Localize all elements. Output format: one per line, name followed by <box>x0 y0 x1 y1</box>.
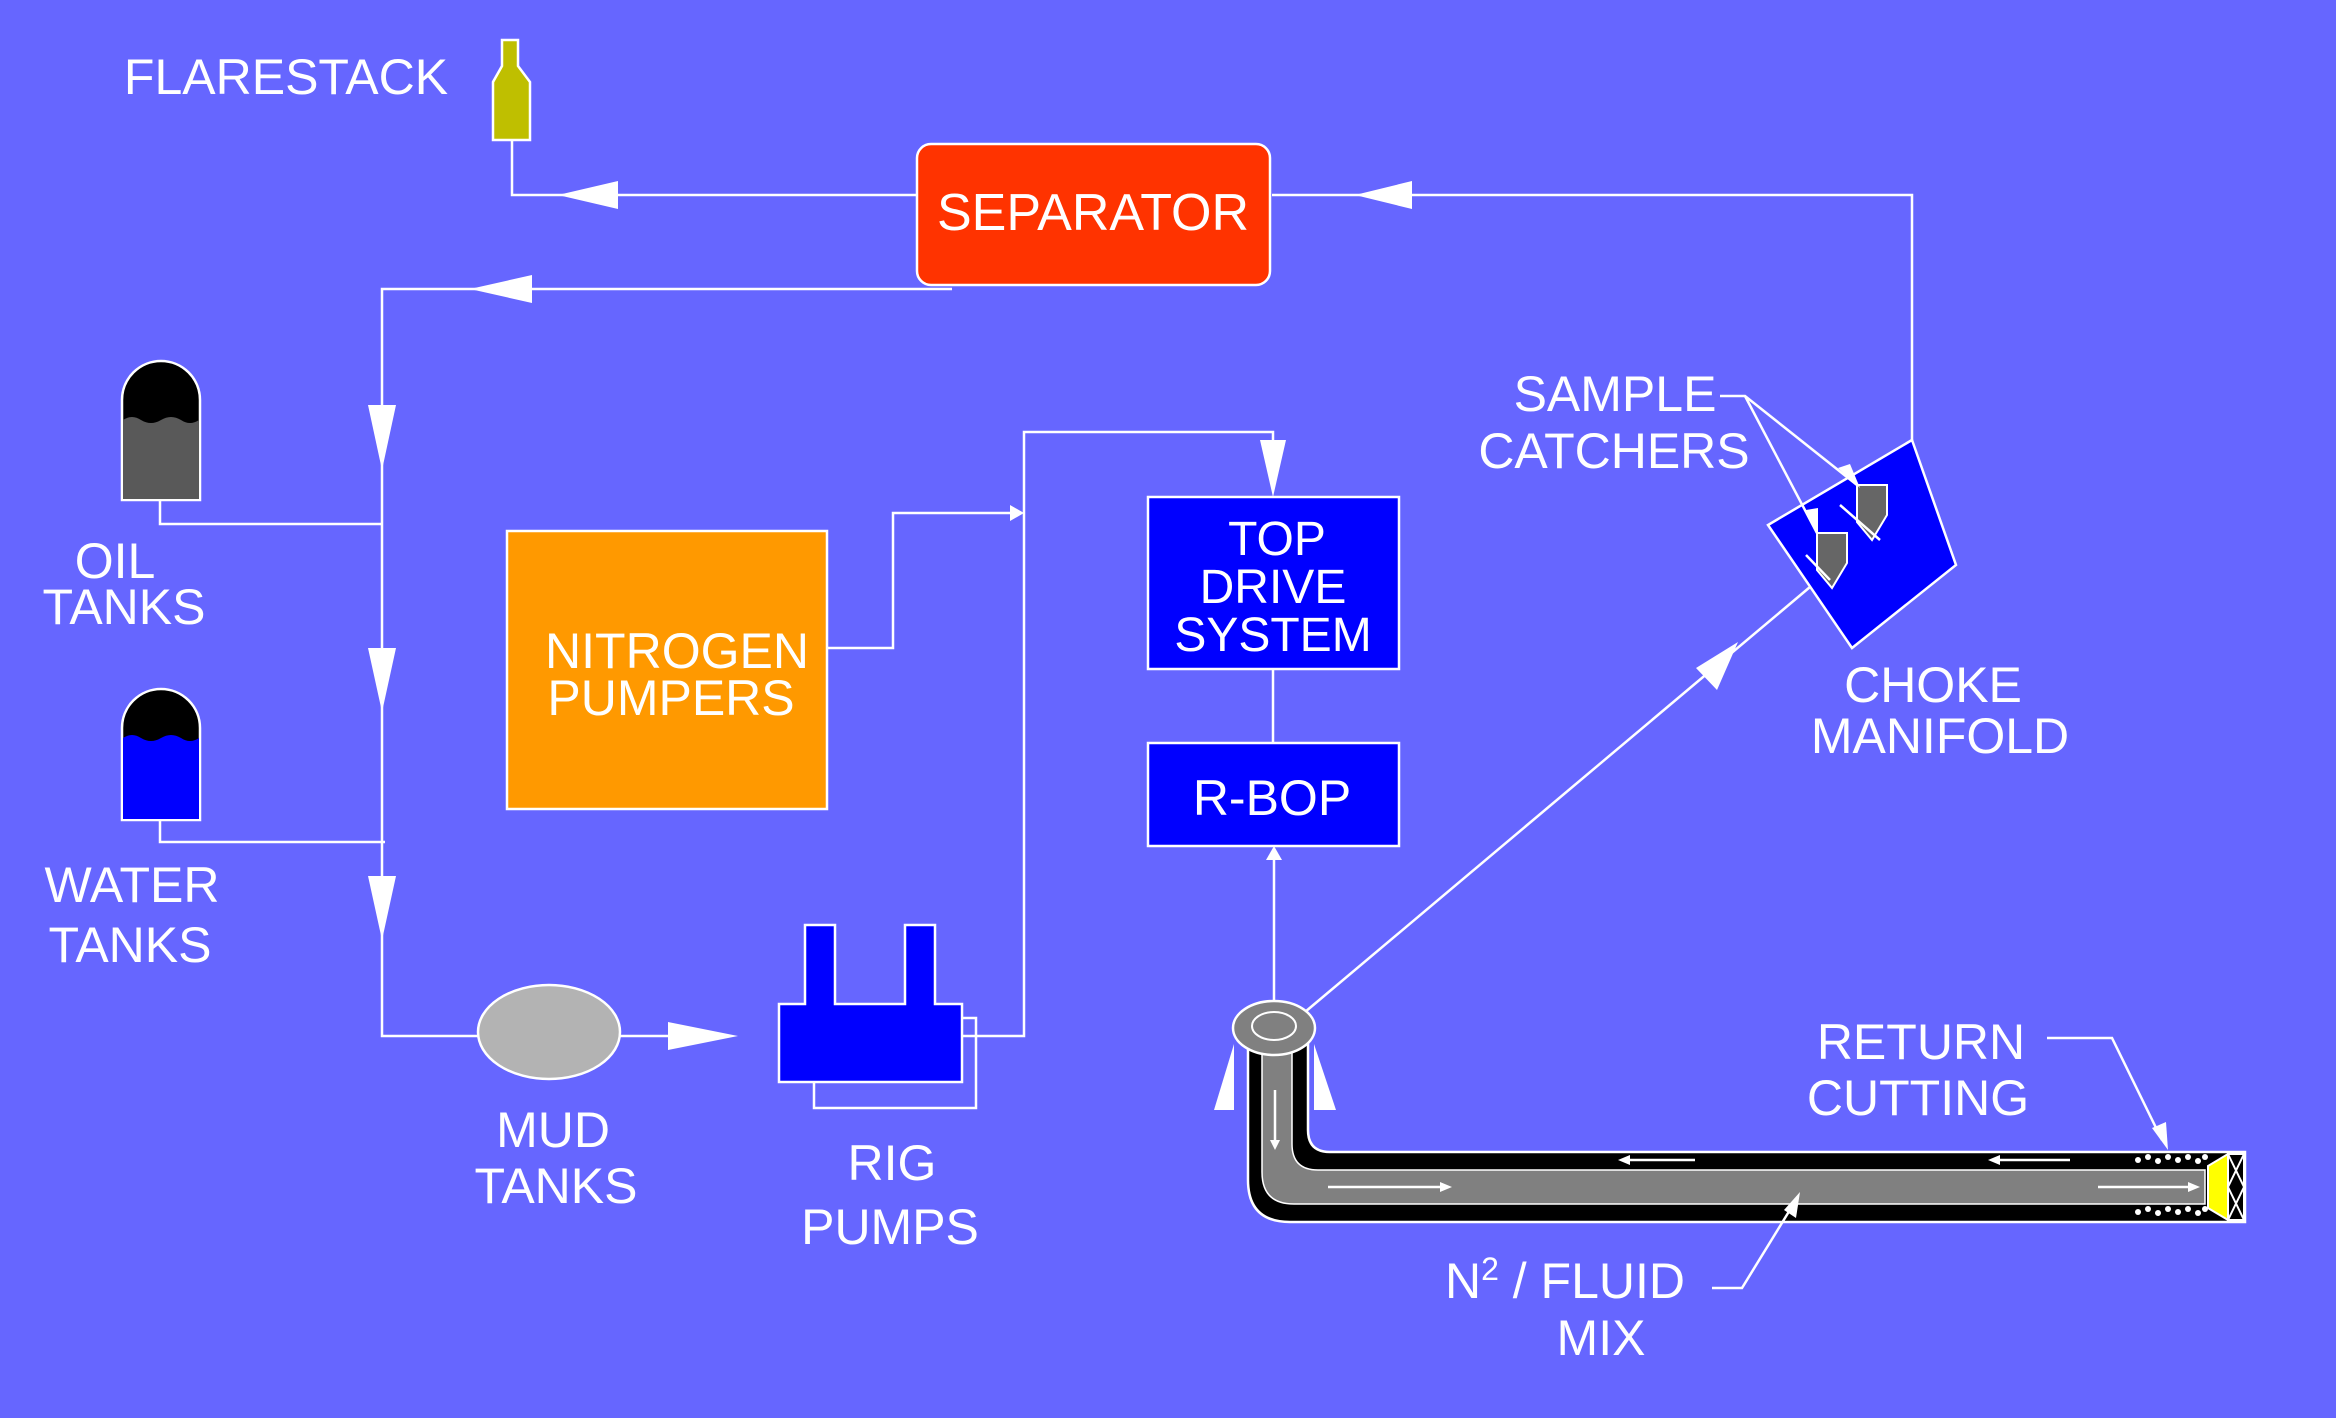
mud-tank-icon <box>476 983 622 1081</box>
rig-pumps-label-1: RIG <box>848 1135 937 1191</box>
choke-manifold-label-1: CHOKE <box>1844 657 2022 713</box>
flow-arrow-down-head <box>1270 1140 1280 1150</box>
separator-label: SEPARATOR <box>937 184 1249 242</box>
top-drive-label-3: SYSTEM <box>1174 609 1371 662</box>
top-drive-label-2: DRIVE <box>1200 561 1347 614</box>
arrow-down-2 <box>368 648 396 712</box>
n2-arrow <box>1784 1192 1800 1218</box>
line-rig-to-topdrive <box>962 430 1275 1038</box>
arrow-to-topdrive <box>1260 440 1286 497</box>
arrow-to-rig-pumps <box>668 1022 738 1050</box>
water-tanks-label-2: TANKS <box>49 917 212 973</box>
arrow-to-rbop <box>1266 846 1282 860</box>
rig-pumps: RIG PUMPS <box>777 923 979 1255</box>
water-tanks-label-1: WATER <box>45 857 220 913</box>
return-cutting: RETURN CUTTING <box>1807 1014 2168 1150</box>
bit-cross <box>2226 1153 2246 1221</box>
flow-arrow-right-1-head <box>1440 1182 1452 1192</box>
water-level <box>123 735 199 819</box>
arrow-to-separator <box>1355 181 1412 209</box>
sample-arrow-2 <box>1806 508 1818 535</box>
choke-manifold-icon <box>1766 438 1958 650</box>
sample-catchers: SAMPLE CATCHERS <box>1478 366 1860 535</box>
arrow-nitrogen <box>1010 505 1024 521</box>
choke-manifold: CHOKE MANIFOLD <box>1766 438 2069 764</box>
nitrogen-pumpers-label-1: NITROGEN <box>545 623 809 679</box>
choke-inner-line-2 <box>1839 504 1881 541</box>
line-nitrogen <box>827 511 1012 650</box>
arrow-to-flarestack <box>558 181 618 209</box>
flow-lines <box>158 140 1914 1050</box>
oil-tanks-label-2: TANKS <box>43 579 206 635</box>
wellbore <box>1214 999 2247 1224</box>
mud-tanks: MUD TANKS <box>475 983 638 1214</box>
mud-tanks-label-1: MUD <box>496 1102 610 1158</box>
return-cutting-label-2: CUTTING <box>1807 1070 2029 1126</box>
arrow-separator-liquid <box>470 275 532 303</box>
sample-catchers-label-1: SAMPLE <box>1514 366 1717 422</box>
wellhead-right-fin <box>1314 1044 1336 1110</box>
arrow-down-3 <box>368 876 396 940</box>
flarestack-label: FLARESTACK <box>124 49 448 105</box>
drill-bit-icon <box>2207 1152 2229 1222</box>
rig-pumps-label-2: PUMPS <box>801 1199 979 1255</box>
line-oil-tank <box>158 500 382 526</box>
cuttings <box>2135 1154 2208 1216</box>
sample-catchers-label-2: CATCHERS <box>1478 423 1749 479</box>
separator-box <box>915 142 1272 287</box>
top-drive-label-1: TOP <box>1228 513 1326 566</box>
mud-tanks-label-2: TANKS <box>475 1158 638 1214</box>
choke-manifold-label-2: MANIFOLD <box>1811 708 2069 764</box>
return-cutting-label-1: RETURN <box>1817 1014 2025 1070</box>
n2-fluid-label: N2 / FLUID <box>1445 1251 1685 1309</box>
oil-tanks: OIL TANKS <box>43 359 206 635</box>
top-drive-box <box>1146 495 1401 671</box>
nitrogen-pumpers-label-2: PUMPERS <box>547 670 794 726</box>
sample-catchers-leader-2 <box>1743 395 1819 534</box>
flarestack: FLARESTACK <box>124 38 532 142</box>
separator: SEPARATOR <box>915 142 1272 287</box>
nitrogen-pumpers: NITROGEN PUMPERS <box>505 529 829 811</box>
n2-fluid-mix: N2 / FLUID MIX <box>1445 1192 1800 1366</box>
mix-label: MIX <box>1557 1310 1646 1366</box>
wellhead-inner <box>1251 1011 1297 1041</box>
rig-pumps-icon <box>777 923 964 1084</box>
n2-leader <box>1712 1199 1798 1290</box>
bit-end <box>2227 1153 2245 1221</box>
return-cutting-leader <box>2047 1036 2164 1141</box>
return-cutting-arrow <box>2152 1122 2168 1150</box>
nitrogen-pumpers-box <box>505 529 829 811</box>
return-arrow-1-head <box>1618 1155 1630 1165</box>
r-bop: R-BOP <box>1146 741 1401 848</box>
r-bop-label: R-BOP <box>1193 770 1351 826</box>
wellbore-annulus <box>1254 1030 2238 1214</box>
line-water-tank <box>158 820 385 844</box>
water-tanks: WATER TANKS <box>45 687 220 973</box>
top-drive-system: TOP DRIVE SYSTEM <box>1146 495 1401 671</box>
r-bop-box <box>1146 741 1401 848</box>
oil-level <box>123 417 199 499</box>
sample-arrow-1 <box>1838 464 1860 488</box>
choke-inner-line-1 <box>1805 554 1831 581</box>
flow-arrow-right-2-head <box>2188 1182 2200 1192</box>
wellhead-left-fin <box>1214 1044 1234 1110</box>
arrow-to-choke <box>1696 642 1738 690</box>
line-separator-to-flarestack <box>510 140 917 197</box>
oil-tanks-label-1: OIL <box>75 533 156 589</box>
arrow-down-1 <box>368 405 396 470</box>
flarestack-icon <box>491 38 532 142</box>
return-arrow-2-head <box>1988 1155 2000 1165</box>
line-choke-to-separator <box>1272 193 1914 500</box>
